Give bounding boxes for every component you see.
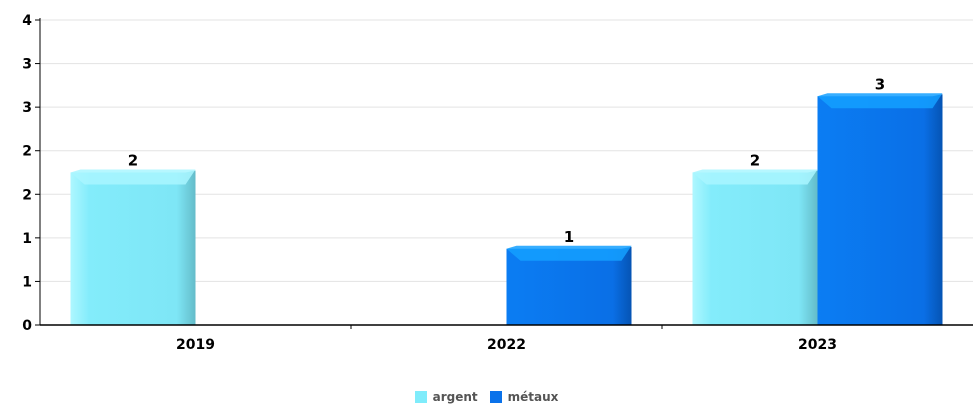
y-tick-label: 2 xyxy=(22,187,32,203)
legend-label: argent xyxy=(432,390,478,404)
axes xyxy=(35,18,973,329)
data-label: 2 xyxy=(128,152,138,170)
legend-label: métaux xyxy=(507,390,559,404)
data-label: 2 xyxy=(750,152,760,170)
y-tick-label: 3 xyxy=(22,57,32,73)
x-tick-label: 2023 xyxy=(798,337,837,353)
y-tick-label: 1 xyxy=(22,274,32,290)
legend-swatch xyxy=(414,391,427,403)
bar xyxy=(506,245,632,325)
x-tick-label: 2022 xyxy=(487,337,526,353)
labels: 0 1 1 2 2 3 3 4 2019 2022 2023 2 1 2 3 xyxy=(22,13,885,353)
y-tick-label: 2 xyxy=(22,144,32,160)
y-tick-label: 0 xyxy=(22,318,32,334)
legend-item: argent xyxy=(414,390,478,404)
bar xyxy=(70,169,196,325)
y-tick-label: 3 xyxy=(22,100,32,116)
x-tick-label: 2019 xyxy=(176,337,215,353)
legend: argent métaux xyxy=(0,390,973,404)
y-tick-label: 1 xyxy=(22,231,32,247)
legend-swatch xyxy=(489,391,502,403)
bar xyxy=(817,93,943,325)
data-label: 3 xyxy=(875,75,885,93)
legend-item: métaux xyxy=(489,390,559,404)
bar xyxy=(692,169,818,325)
data-label: 1 xyxy=(564,228,574,246)
y-tick-label: 4 xyxy=(22,13,32,29)
bars xyxy=(70,93,943,325)
